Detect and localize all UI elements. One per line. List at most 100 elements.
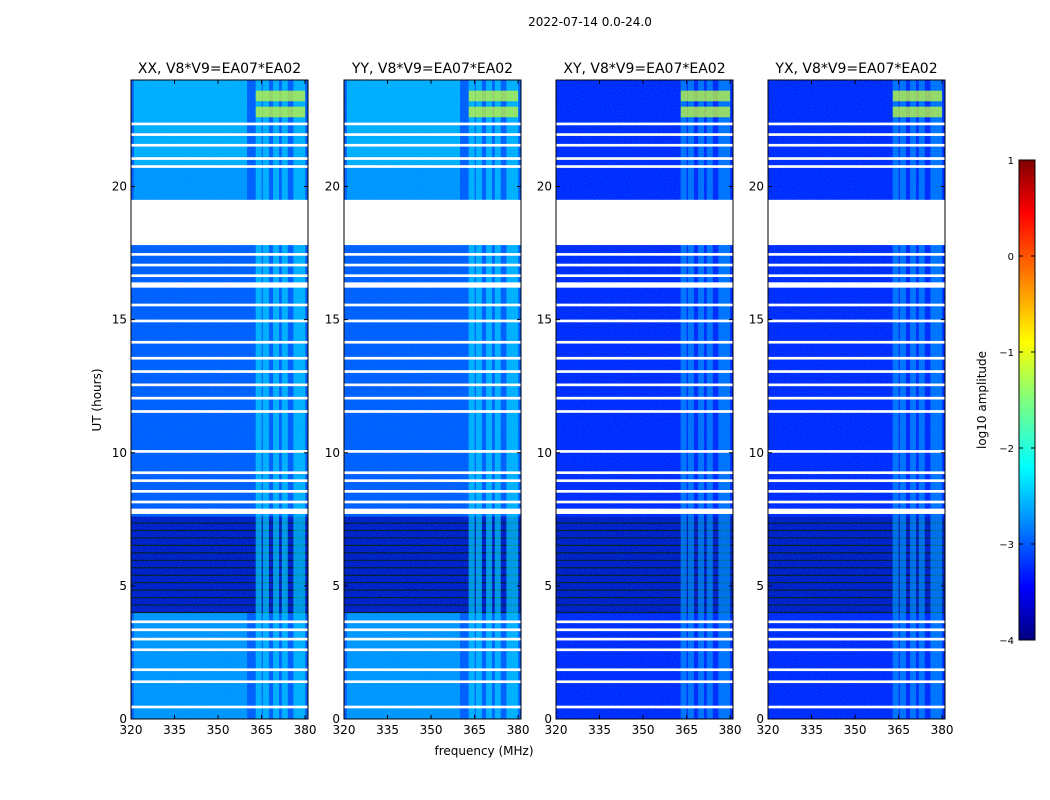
flagged-gap bbox=[556, 370, 733, 373]
flagged-gap bbox=[556, 157, 733, 160]
flagged-gap bbox=[768, 143, 945, 147]
flagged-gap bbox=[556, 133, 733, 136]
flagged-gap bbox=[556, 500, 733, 504]
flagged-gap bbox=[344, 500, 521, 504]
flagged-gap bbox=[131, 620, 308, 624]
flagged-gap bbox=[768, 282, 945, 288]
panel-3: XY, V8*V9=EA07*EA02 320 335 350 365 380 0 5 10 15… bbox=[537, 61, 742, 737]
flagged-gap bbox=[131, 396, 308, 400]
colorbar-tick-label: 0 bbox=[1008, 252, 1014, 263]
flagged-gap bbox=[556, 648, 733, 652]
flagged-gap bbox=[131, 199, 308, 246]
flagged-gap bbox=[344, 282, 521, 288]
flagged-gap bbox=[768, 319, 945, 323]
colorbar: 1 0 −1 −2 −3 −4 log10 amplitude bbox=[975, 156, 1036, 647]
flagged-gap bbox=[768, 303, 945, 307]
flagged-gap bbox=[131, 282, 308, 288]
y-tick-label: 10 bbox=[112, 446, 127, 460]
flagged-gap bbox=[344, 508, 521, 514]
flagged-gap bbox=[344, 157, 521, 160]
y-tick-label: 15 bbox=[112, 313, 127, 327]
colorbar-gradient bbox=[1018, 159, 1036, 641]
flagged-gap bbox=[768, 165, 945, 168]
x-tick-label: 335 bbox=[800, 723, 823, 737]
x-tick-label: 380 bbox=[507, 723, 530, 737]
flagged-gap bbox=[131, 479, 308, 483]
flagged-gap bbox=[131, 263, 308, 267]
flagged-gap bbox=[131, 303, 308, 307]
flagged-gap bbox=[768, 356, 945, 360]
flagged-gap bbox=[344, 253, 521, 256]
flagged-gap bbox=[768, 648, 945, 652]
panel-frame bbox=[555, 79, 734, 720]
flagged-gap bbox=[556, 705, 733, 709]
flagged-gap bbox=[556, 356, 733, 360]
x-tick-label: 380 bbox=[931, 723, 954, 737]
flagged-gap bbox=[131, 668, 308, 672]
flagged-gap bbox=[768, 157, 945, 160]
flagged-gap bbox=[556, 668, 733, 672]
y-tick-label: 5 bbox=[544, 579, 552, 593]
flagged-gap bbox=[556, 383, 733, 387]
y-tick-label: 15 bbox=[537, 313, 552, 327]
y-tick-label: 15 bbox=[325, 313, 340, 327]
colorbar-tick-label: −3 bbox=[999, 540, 1014, 551]
flagged-gap bbox=[768, 500, 945, 504]
panel-frame bbox=[130, 79, 309, 720]
y-tick-label: 0 bbox=[544, 712, 552, 726]
flagged-gap bbox=[768, 668, 945, 672]
flagged-gap bbox=[556, 253, 733, 256]
flagged-gap bbox=[768, 410, 945, 413]
flagged-gap bbox=[131, 340, 308, 344]
colorbar-tick-label: −4 bbox=[999, 636, 1014, 647]
panel-title: YY, V8*V9=EA07*EA02 bbox=[351, 61, 513, 77]
flagged-gap bbox=[768, 490, 945, 493]
flagged-gap bbox=[768, 479, 945, 483]
flagged-gap bbox=[768, 263, 945, 267]
flagged-gap bbox=[768, 199, 945, 246]
flagged-gap bbox=[131, 319, 308, 323]
suptitle: 2022-07-14 0.0-24.0 bbox=[528, 15, 652, 29]
flagged-gap bbox=[131, 383, 308, 387]
x-tick-label: 320 bbox=[333, 723, 356, 737]
flagged-gap bbox=[768, 396, 945, 400]
panel-frame bbox=[343, 79, 522, 720]
y-tick-label: 10 bbox=[537, 446, 552, 460]
flagged-gap bbox=[556, 490, 733, 493]
y-tick-label: 20 bbox=[537, 180, 552, 194]
x-tick-label: 365 bbox=[250, 723, 273, 737]
flagged-gap bbox=[768, 637, 945, 641]
y-tick-label: 5 bbox=[119, 579, 127, 593]
flagged-gap bbox=[131, 648, 308, 652]
flagged-gap bbox=[131, 370, 308, 373]
flagged-gap bbox=[344, 628, 521, 632]
flagged-gap bbox=[131, 500, 308, 504]
flagged-gap bbox=[556, 620, 733, 624]
flagged-gap bbox=[556, 450, 733, 453]
x-tick-label: 350 bbox=[632, 723, 655, 737]
flagged-gap bbox=[556, 471, 733, 475]
flagged-gap bbox=[344, 620, 521, 624]
flagged-gap bbox=[131, 157, 308, 160]
flagged-gap bbox=[131, 410, 308, 413]
y-axis-label: UT (hours) bbox=[90, 368, 104, 431]
x-tick-label: 335 bbox=[376, 723, 399, 737]
panel-4: YX, V8*V9=EA07*EA02 320 335 350 365 380 0 5 10 15… bbox=[749, 61, 954, 737]
flagged-gap bbox=[556, 122, 733, 126]
flagged-gap bbox=[344, 479, 521, 483]
flagged-gap bbox=[131, 705, 308, 709]
y-tick-label: 10 bbox=[749, 446, 764, 460]
x-tick-label: 380 bbox=[719, 723, 742, 737]
y-tick-label: 10 bbox=[325, 446, 340, 460]
flagged-gap bbox=[344, 383, 521, 387]
flagged-gap bbox=[344, 199, 521, 246]
y-tick-label: 0 bbox=[119, 712, 127, 726]
x-axis-label: frequency (MHz) bbox=[434, 744, 533, 758]
flagged-gap bbox=[556, 143, 733, 147]
flagged-gap bbox=[131, 490, 308, 493]
flagged-gap bbox=[344, 370, 521, 373]
x-tick-label: 350 bbox=[420, 723, 443, 737]
flagged-gap bbox=[344, 356, 521, 360]
flagged-gap bbox=[556, 263, 733, 267]
y-tick-label: 5 bbox=[332, 579, 340, 593]
